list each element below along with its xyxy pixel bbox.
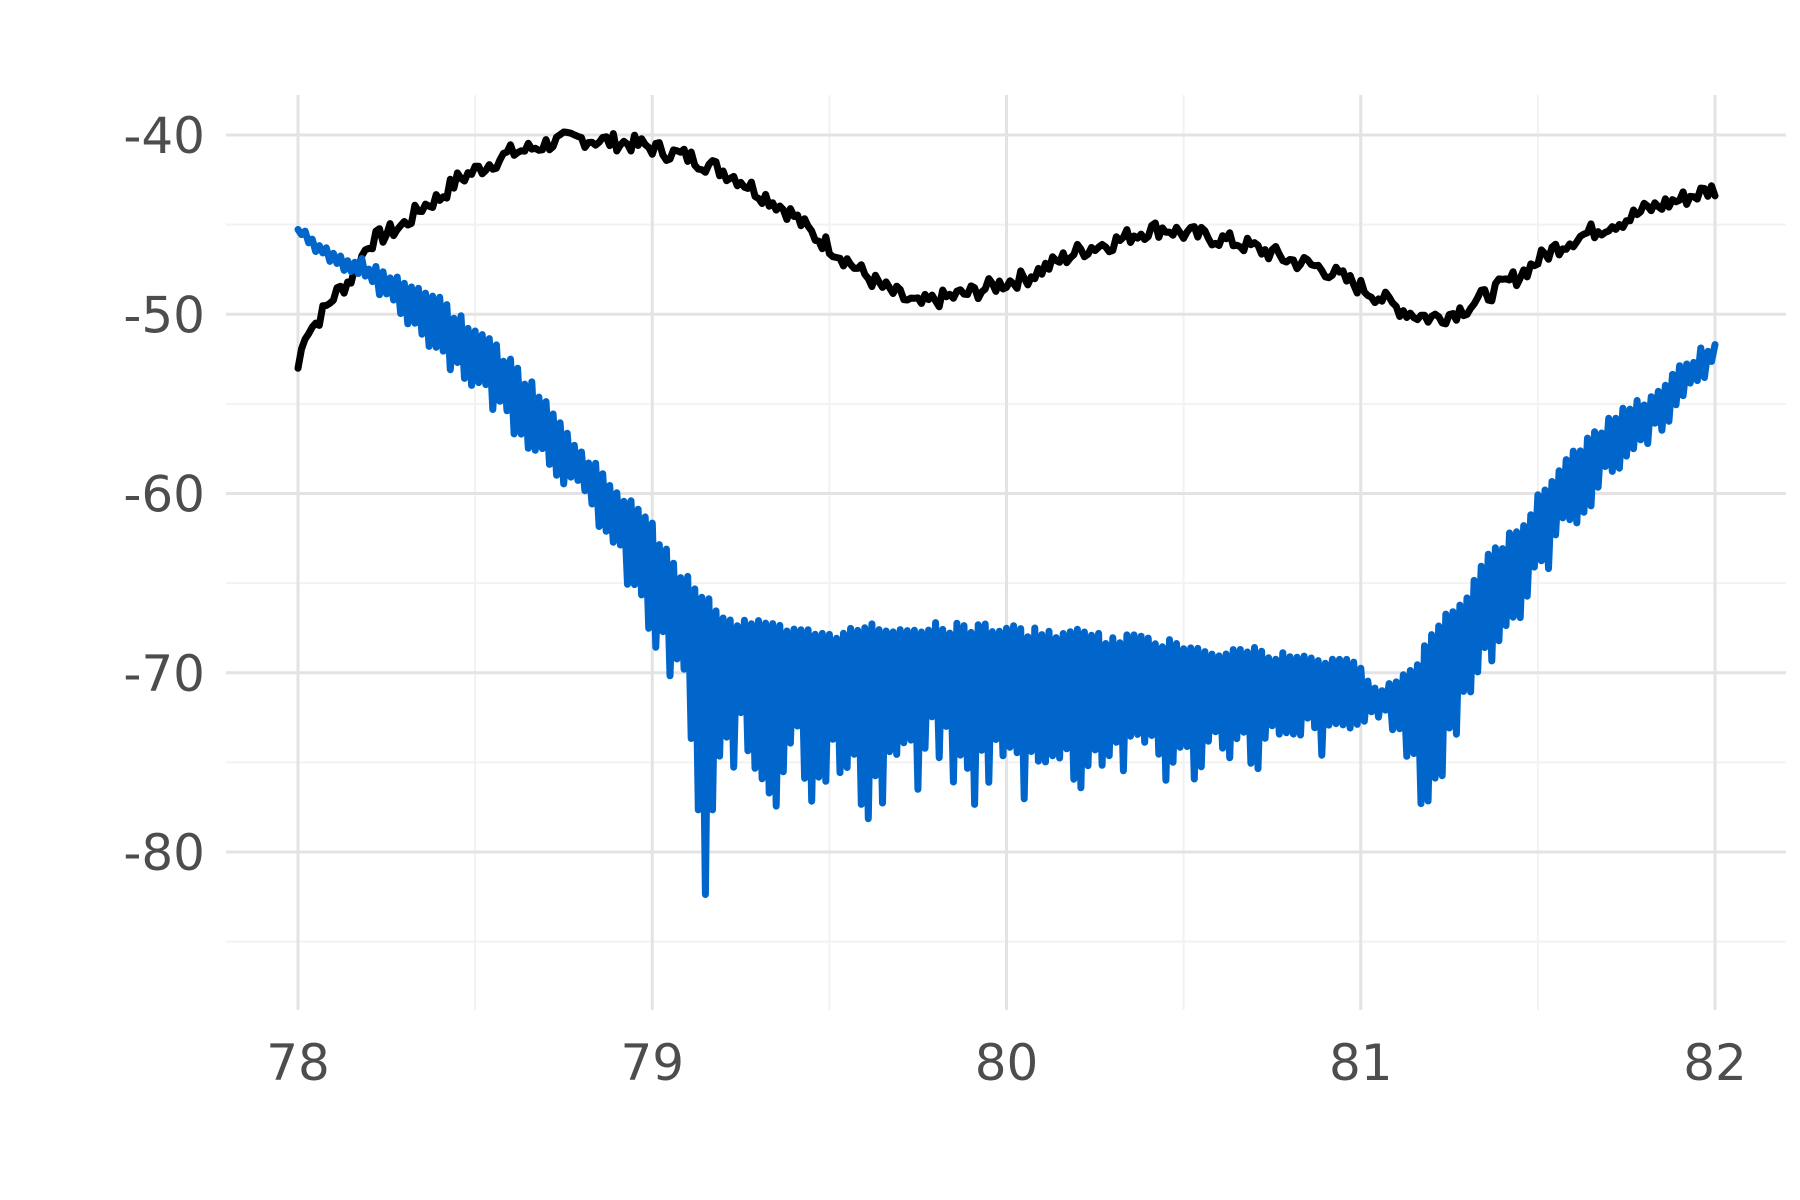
x-tick-labels: 78 79 80 81 82 [266, 1034, 1747, 1092]
y-tick-labels: -40 -50 -60 -70 -80 [123, 107, 205, 882]
y-tick-label: -70 [123, 645, 205, 703]
series-layer [294, 128, 1719, 898]
x-tick-label: 79 [620, 1034, 684, 1092]
y-tick-label: -50 [123, 286, 205, 344]
x-tick-label: 81 [1329, 1034, 1393, 1092]
series-line-blue [294, 226, 1719, 898]
x-tick-label: 80 [975, 1034, 1039, 1092]
x-tick-label: 82 [1683, 1034, 1747, 1092]
y-tick-label: -40 [123, 107, 205, 165]
y-tick-label: -80 [123, 824, 205, 882]
y-tick-label: -60 [123, 466, 205, 524]
series-line-black [294, 128, 1719, 372]
x-tick-label: 78 [266, 1034, 330, 1092]
